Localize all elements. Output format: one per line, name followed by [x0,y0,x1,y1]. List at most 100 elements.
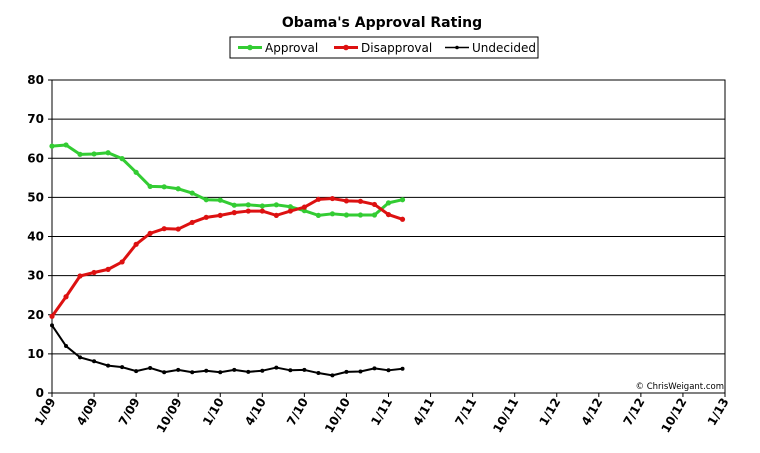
x-tick-label: 1/13 [705,396,732,428]
data-point-undecided [400,366,405,371]
x-tick-label: 4/11 [410,396,437,428]
x-tick-label: 4/10 [242,396,269,428]
data-point-undecided [148,365,153,370]
data-point-approval [119,156,125,162]
data-point-undecided [120,365,125,370]
credit-text: © ChrisWeigant.com [636,382,725,392]
x-tick-label: 4/12 [579,396,606,428]
x-axis-ticks: 1/09 4/09 7/09 10/09 1/10 4/10 7/10 10/10 1/11 4/… [32,393,732,435]
data-point-undecided [302,367,307,372]
data-point-undecided [92,359,97,364]
y-tick-label: 0 [36,386,44,400]
data-point-approval [91,151,97,157]
data-point-undecided [106,363,111,368]
data-point-approval [133,169,139,175]
data-point-undecided [288,368,293,373]
data-point-disapproval [147,230,153,236]
data-point-disapproval [189,219,195,226]
data-point-disapproval [245,208,251,214]
data-point-undecided [316,371,321,376]
data-point-approval [49,143,55,149]
data-point-approval [217,197,223,203]
series-layer [49,142,406,378]
data-point-disapproval [385,211,392,218]
y-tick-label: 30 [27,269,44,283]
data-point-disapproval [399,216,406,222]
data-point-undecided [372,366,377,371]
data-point-disapproval [287,208,293,214]
x-tick-label: 7/12 [621,396,648,428]
data-point-disapproval [301,204,307,210]
data-point-approval [259,203,265,209]
series-line-approval [51,143,403,217]
y-tick-label: 10 [27,347,44,361]
data-point-disapproval [49,313,55,319]
data-point-undecided [64,344,69,349]
data-point-undecided [218,370,223,375]
data-point-disapproval [357,198,364,204]
data-point-disapproval [371,201,378,208]
chart-title: Obama's Approval Rating [282,15,482,31]
data-point-undecided [246,369,251,374]
data-point-approval [77,151,83,157]
data-point-approval [189,190,195,196]
x-tick-label: 1/12 [537,396,564,428]
data-point-undecided [204,368,209,373]
data-point-disapproval [105,266,111,272]
data-point-approval [161,184,167,190]
data-point-undecided [134,369,139,374]
data-point-undecided [274,365,279,370]
data-point-disapproval [315,196,321,202]
data-point-approval [245,202,251,208]
data-point-undecided [386,368,391,373]
data-point-approval [203,197,209,203]
y-axis-ticks: 0 10 20 30 40 50 60 70 80 [27,73,52,400]
legend-marker-disapproval [343,44,349,51]
data-point-approval [399,197,406,203]
x-tick-label: 10/10 [322,396,353,436]
legend-label-undecided: Undecided [472,41,536,55]
data-point-disapproval [77,273,83,279]
gridlines [52,118,725,355]
data-point-disapproval [273,212,279,218]
data-point-disapproval [217,212,223,218]
data-point-disapproval [329,195,336,202]
x-tick-label: 7/11 [452,396,479,428]
data-point-approval [105,150,111,156]
data-point-undecided [260,368,265,373]
legend-label-disapproval: Disapproval [361,41,432,55]
data-point-disapproval [161,226,167,232]
x-tick-label: 10/12 [659,396,690,436]
data-point-disapproval [119,259,125,265]
y-tick-label: 50 [27,190,44,204]
data-point-approval [315,212,321,218]
data-point-approval [357,212,364,218]
y-tick-label: 70 [27,112,44,126]
data-point-disapproval [231,210,237,216]
x-tick-label: 1/09 [32,396,59,428]
data-point-approval [329,211,336,217]
x-tick-label: 7/10 [284,396,311,428]
data-point-approval [273,202,279,208]
data-point-approval [385,200,392,206]
x-tick-label: 4/09 [74,396,101,428]
data-point-approval [231,202,237,208]
data-point-disapproval [259,208,265,214]
data-point-undecided [344,369,349,374]
data-point-approval [147,183,153,190]
data-point-undecided [330,373,335,378]
series-approval [49,142,406,218]
data-point-disapproval [91,269,97,276]
data-point-undecided [78,355,83,360]
series-disapproval [49,195,406,319]
x-tick-label: 1/11 [368,396,395,428]
data-point-approval [287,204,293,210]
data-point-approval [343,212,350,218]
y-tick-label: 40 [27,230,44,244]
data-point-disapproval [343,198,350,204]
data-point-undecided [162,370,167,375]
series-undecided [50,323,405,378]
data-point-disapproval [133,241,139,247]
y-tick-label: 20 [27,308,44,322]
